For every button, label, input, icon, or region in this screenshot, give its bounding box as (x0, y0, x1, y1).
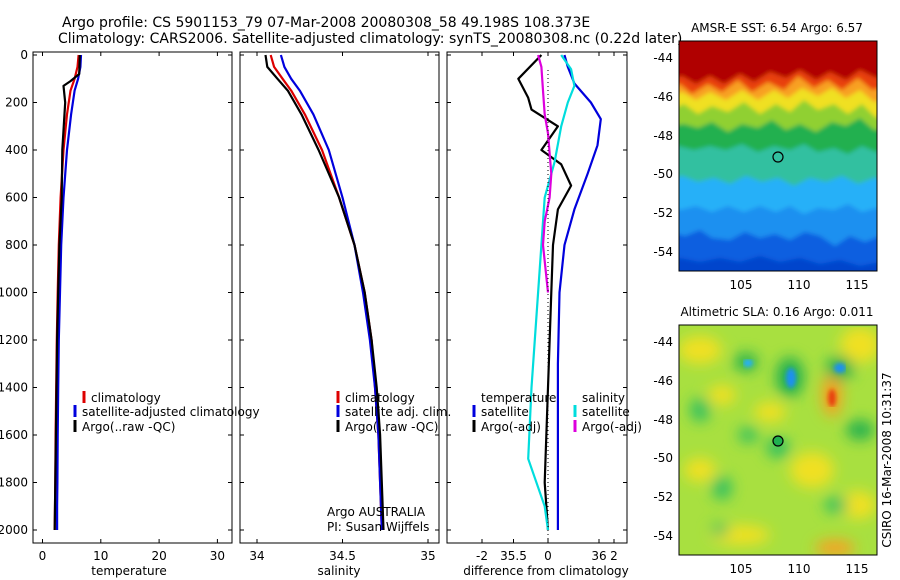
x-tick-label: 10 (93, 549, 108, 563)
annotation-pi: PI: Susan Wijffels (327, 520, 429, 534)
series-satellite-adj-clim (279, 54, 383, 531)
sst-xtick-115: 115 (846, 278, 869, 292)
temperature-legend: climatology satellite-adjusted climatolo… (73, 391, 260, 434)
y-tick-label: 1600 (0, 428, 28, 442)
x-tick-label: 34.5 (329, 549, 356, 563)
timestamp-stamp: CSIRO 16-Mar-2008 10:31:37 (880, 372, 894, 547)
temperature-axis-label: temperature (91, 564, 166, 578)
sla-map-title: Altimetric SLA: 0.16 Argo: 0.011 (680, 305, 873, 319)
series-salinity-satellite (527, 54, 576, 531)
difference-legend: temperature satellite Argo(-adj) salinit… (472, 391, 642, 434)
y-tick-label: 400 (5, 143, 28, 157)
sst-ytick-48: -48 (653, 129, 673, 143)
legend-label-sal-argo: Argo(-adj) (582, 420, 642, 434)
y-tick-label: 200 (5, 96, 28, 110)
sst-ytick-52: -52 (653, 206, 673, 220)
salinity-panel-frame (239, 51, 440, 544)
series-temperature-argo-adj (517, 54, 573, 531)
sst-xtick-110: 110 (788, 278, 811, 292)
salinity-legend: climatology satellite adj. clim. Argo(..… (336, 391, 451, 434)
sla-ytick-50: -50 (653, 451, 673, 465)
y-tick-label: 2000 (0, 523, 28, 537)
difference-series (517, 54, 602, 531)
salinity-series (264, 54, 385, 531)
y-tick-label: 600 (5, 191, 28, 205)
legend-label-climatology: climatology (345, 391, 415, 405)
legend-header-temperature: temperature (481, 391, 556, 405)
sla-ytick-54: -54 (653, 529, 673, 543)
x-tick-label: 0 (39, 549, 47, 563)
legend-label-temp-satellite: satellite (481, 405, 529, 419)
series-temperature-satellite (556, 54, 602, 530)
sla-argo-marker (772, 435, 784, 447)
sla-xtick-105: 105 (730, 562, 753, 576)
y-tick-label: 1200 (0, 333, 28, 347)
sla-ytick-48: -48 (653, 413, 673, 427)
figure-title-line1: Argo profile: CS 5901153_79 07-Mar-2008 … (62, 15, 590, 31)
legend-label-sal-satellite: satellite (582, 405, 630, 419)
sla-xtick-115: 115 (846, 562, 869, 576)
x-tick-label: 30 (210, 549, 225, 563)
sla-ytick-44: -44 (653, 335, 673, 349)
sst-map-title: AMSR-E SST: 6.54 Argo: 6.57 (691, 21, 863, 35)
difference-axis-label: difference from climatology (463, 564, 629, 578)
salinity-axis-label: salinity (317, 564, 360, 578)
legend-label-argo: Argo(..raw -QC) (82, 420, 175, 434)
legend-label-satellite: satellite-adjusted climatology (82, 405, 260, 419)
x-tick-label: 35.5 (500, 549, 527, 563)
annotation-program: Argo AUSTRALIA (327, 505, 426, 519)
x-tick-label: 35 (420, 549, 435, 563)
sst-map-frame (678, 40, 878, 272)
series-salinity-argo-adj (537, 54, 553, 293)
x-tick-label: 36 (591, 549, 606, 563)
legend-header-salinity: salinity (582, 391, 625, 405)
sst-ytick-46: -46 (653, 90, 673, 104)
figure-title-line2: Climatology: CARS2006. Satellite-adjuste… (58, 31, 682, 47)
x-tick-label: 34 (249, 549, 264, 563)
sst-argo-marker (772, 151, 784, 163)
x-tick-label: 0 (544, 549, 552, 563)
sst-ytick-54: -54 (653, 245, 673, 259)
sla-map-frame (678, 324, 878, 556)
sla-ytick-46: -46 (653, 374, 673, 388)
sla-xtick-110: 110 (788, 562, 811, 576)
sst-xtick-105: 105 (730, 278, 753, 292)
temperature-series (53, 54, 83, 531)
y-tick-label: 0 (20, 48, 28, 62)
y-tick-label: 800 (5, 238, 28, 252)
sst-ytick-50: -50 (653, 167, 673, 181)
x-tick-label: 20 (151, 549, 166, 563)
series-satellite-adjusted-climatology (55, 54, 83, 530)
series-argo-raw-qc (264, 54, 385, 531)
legend-label-climatology: climatology (91, 391, 161, 405)
legend-label-argo: Argo(..raw -QC) (345, 420, 438, 434)
legend-label-temp-argo: Argo(-adj) (481, 420, 541, 434)
sst-ytick-44: -44 (653, 51, 673, 65)
y-tick-label: 1800 (0, 476, 28, 490)
sla-ytick-52: -52 (653, 490, 673, 504)
x-tick-label: 2 (610, 549, 618, 563)
y-tick-label: 1000 (0, 286, 28, 300)
series-argo-raw-qc (53, 54, 81, 531)
sst-map (679, 41, 877, 271)
x-tick-label: -2 (476, 549, 488, 563)
y-tick-label: 1400 (0, 381, 28, 395)
legend-label-satellite: satellite adj. clim. (345, 405, 451, 419)
